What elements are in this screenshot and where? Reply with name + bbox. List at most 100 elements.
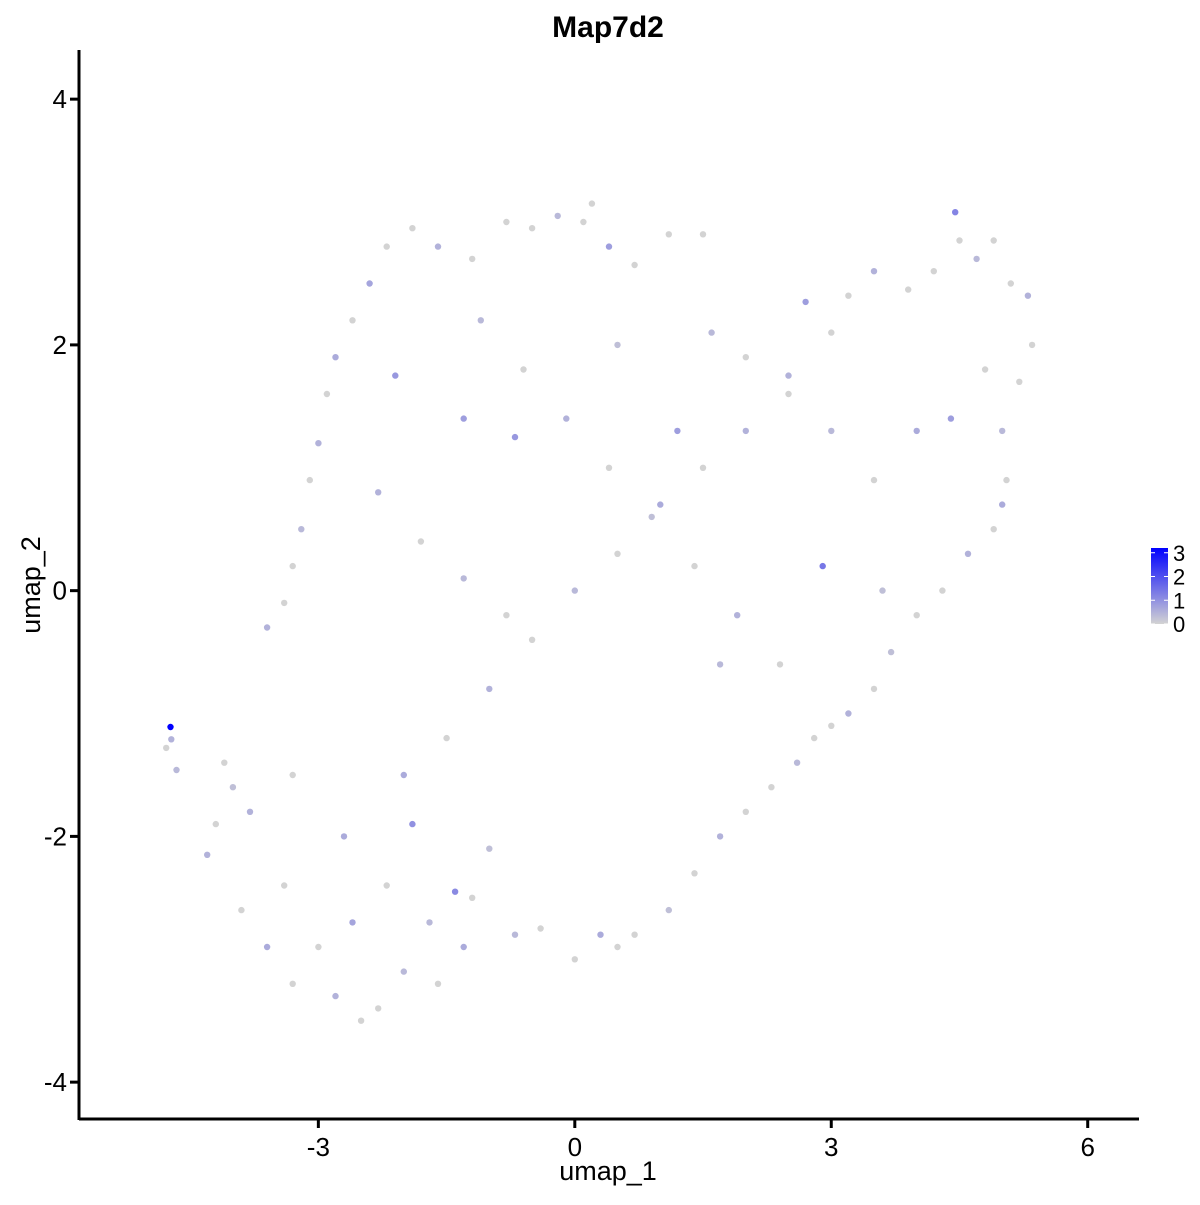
data-point — [289, 562, 296, 570]
data-point — [742, 808, 749, 815]
data-point — [1024, 292, 1032, 299]
data-point — [357, 1017, 365, 1024]
data-point — [597, 931, 604, 938]
data-point — [486, 685, 493, 693]
colorbar-tick-label: 3 — [1173, 541, 1185, 566]
data-point — [973, 255, 980, 263]
y-tick-label: -4 — [44, 1067, 67, 1097]
data-point — [246, 808, 254, 815]
data-point — [332, 992, 339, 1000]
y-tick-label: 4 — [53, 84, 67, 114]
data-point — [734, 612, 741, 619]
data-point — [460, 575, 467, 582]
data-point — [204, 851, 211, 858]
data-point — [571, 587, 578, 594]
data-point — [964, 550, 972, 557]
data-point — [229, 784, 237, 791]
colorbar-tick-label: 0 — [1173, 612, 1185, 637]
data-point — [383, 882, 390, 889]
data-point — [221, 759, 228, 766]
data-point — [879, 587, 886, 594]
data-point — [588, 200, 596, 207]
data-point — [665, 231, 672, 238]
data-point — [315, 943, 322, 951]
data-point — [699, 464, 707, 471]
data-point — [802, 298, 809, 306]
data-point — [563, 415, 570, 422]
data-point — [930, 268, 937, 275]
data-point — [173, 766, 180, 774]
data-point — [212, 820, 219, 828]
data-point — [486, 845, 493, 852]
data-point — [905, 286, 912, 293]
data-point — [631, 931, 638, 938]
data-point — [828, 722, 835, 729]
data-point — [845, 710, 852, 717]
data-point — [332, 354, 339, 361]
data-point — [520, 366, 527, 373]
data-point — [691, 870, 698, 877]
data-point — [785, 372, 792, 379]
data-point — [887, 648, 895, 656]
data-point — [913, 612, 920, 619]
x-tick-label: 6 — [1080, 1132, 1094, 1162]
data-point — [990, 237, 997, 244]
data-point — [981, 366, 989, 373]
data-point — [1003, 476, 1010, 484]
data-point — [375, 1005, 382, 1012]
data-point — [349, 317, 356, 324]
points-layer — [163, 200, 1036, 1024]
data-point — [648, 513, 655, 521]
y-tick-label: 0 — [53, 576, 67, 606]
data-point — [460, 943, 467, 951]
data-point — [785, 390, 792, 398]
data-point — [939, 587, 946, 594]
data-point — [828, 427, 835, 435]
data-point — [605, 464, 613, 471]
data-point — [768, 784, 775, 791]
data-point — [409, 820, 416, 828]
data-point — [554, 212, 561, 220]
data-point — [434, 243, 442, 250]
chart-title: Map7d2 — [552, 11, 664, 44]
data-point — [168, 736, 175, 743]
data-point — [537, 925, 544, 932]
data-point — [392, 372, 399, 379]
data-point — [469, 255, 476, 263]
data-point — [716, 833, 724, 840]
data-point — [657, 501, 664, 508]
data-point — [503, 612, 510, 619]
data-point — [870, 685, 878, 693]
data-point — [443, 734, 450, 742]
x-tick-label: 0 — [568, 1132, 582, 1162]
data-point — [281, 599, 288, 607]
data-point — [716, 661, 724, 668]
data-point — [845, 292, 852, 299]
y-tick-label: 2 — [53, 330, 67, 360]
data-point — [323, 390, 331, 398]
data-point — [167, 723, 174, 731]
colorbar-tick-label: 2 — [1173, 565, 1185, 590]
data-point — [990, 526, 997, 533]
data-point — [460, 415, 467, 422]
data-point — [434, 980, 442, 987]
data-point — [631, 261, 638, 269]
data-point — [699, 231, 707, 238]
data-point — [263, 943, 271, 951]
data-point — [238, 906, 245, 914]
data-point — [511, 433, 519, 441]
colorbar — [1151, 548, 1168, 624]
y-axis-title: umap_2 — [16, 536, 46, 634]
data-point — [349, 919, 356, 926]
data-point — [375, 489, 382, 496]
data-point — [571, 956, 578, 963]
data-point — [400, 771, 407, 779]
data-point — [263, 624, 271, 631]
data-point — [1016, 378, 1023, 385]
data-point — [742, 354, 749, 361]
data-point — [477, 317, 484, 324]
colorbar-tick-label: 1 — [1173, 588, 1185, 613]
